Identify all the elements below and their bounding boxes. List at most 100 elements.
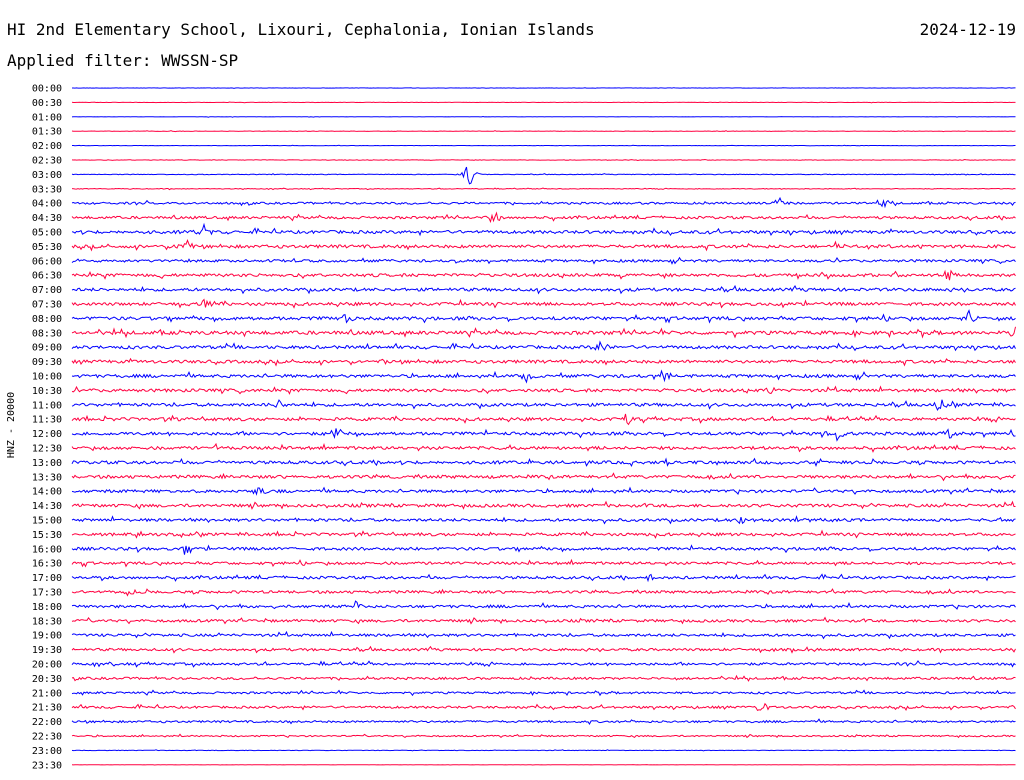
tick-label: 01:30 xyxy=(32,127,62,138)
tick-label: 19:30 xyxy=(32,645,62,656)
tick-label: 08:00 xyxy=(32,314,62,325)
trace-lines xyxy=(71,87,1016,766)
trace-line xyxy=(71,749,1016,752)
trace-line xyxy=(71,558,1016,568)
trace-line xyxy=(71,630,1016,640)
trace-line xyxy=(71,588,1016,597)
tick-label: 05:00 xyxy=(32,228,62,239)
tick-label: 21:00 xyxy=(32,688,62,699)
trace-line xyxy=(71,660,1016,668)
tick-label: 13:00 xyxy=(32,458,62,469)
trace-line xyxy=(71,158,1016,162)
tick-label: 19:00 xyxy=(32,631,62,642)
trace-line xyxy=(71,211,1016,224)
trace-line xyxy=(71,674,1016,682)
tick-label: 03:30 xyxy=(32,184,62,195)
y-axis-label: HNZ - 20000 xyxy=(6,392,17,458)
trace-line xyxy=(71,600,1016,611)
tick-label: 23:00 xyxy=(32,746,62,757)
tick-label: 03:00 xyxy=(32,170,62,181)
trace-line xyxy=(71,573,1016,583)
trace-line xyxy=(71,689,1016,697)
trace-line xyxy=(71,733,1016,739)
tick-label: 01:00 xyxy=(32,112,62,123)
trace-line xyxy=(71,645,1016,654)
tick-label: 16:00 xyxy=(32,544,62,555)
tick-label: 20:30 xyxy=(32,674,62,685)
trace-line xyxy=(71,309,1016,324)
trace-line xyxy=(71,284,1016,295)
trace-line xyxy=(71,442,1016,453)
trace-line xyxy=(72,144,1016,147)
tick-label: 10:00 xyxy=(32,372,62,383)
trace-line xyxy=(71,340,1016,352)
tick-label: 04:30 xyxy=(32,213,62,224)
trace-line xyxy=(71,544,1016,555)
tick-label: 18:30 xyxy=(32,616,62,627)
trace-line xyxy=(71,500,1016,510)
tick-label: 00:30 xyxy=(32,98,62,109)
tick-label: 20:00 xyxy=(32,660,62,671)
trace-line xyxy=(71,369,1016,384)
tick-label: 04:00 xyxy=(32,199,62,210)
trace-line xyxy=(71,399,1016,411)
trace-line xyxy=(71,326,1016,339)
trace-line xyxy=(71,239,1016,252)
trace-line xyxy=(71,472,1016,482)
page-title: HI 2nd Elementary School, Lixouri, Cepha… xyxy=(7,20,595,39)
tick-label: 09:30 xyxy=(32,357,62,368)
tick-label: 18:00 xyxy=(32,602,62,613)
trace-line xyxy=(71,196,1016,209)
tick-label: 00:00 xyxy=(32,84,62,95)
trace-line xyxy=(71,413,1016,426)
filter-label: Applied filter: WWSSN-SP xyxy=(7,51,239,70)
trace-line xyxy=(71,616,1016,625)
tick-label: 16:30 xyxy=(32,559,62,570)
trace-line xyxy=(71,187,1016,191)
tick-label: 11:00 xyxy=(32,400,62,411)
tick-label: 11:30 xyxy=(32,415,62,426)
trace-line xyxy=(71,298,1016,309)
trace-line xyxy=(72,87,1016,89)
tick-label: 09:00 xyxy=(32,343,62,354)
tick-label: 06:00 xyxy=(32,256,62,267)
trace-line xyxy=(71,702,1016,712)
trace-line xyxy=(71,428,1016,442)
tick-label: 10:30 xyxy=(32,386,62,397)
tick-label: 17:00 xyxy=(32,573,62,584)
time-tick-labels: 00:00 00:30 01:00 01:30 02:00 02:30 03:00 03:30… xyxy=(32,84,62,772)
trace-line xyxy=(71,529,1016,539)
trace-line xyxy=(71,115,1016,118)
trace-line xyxy=(71,357,1016,367)
trace-line xyxy=(71,457,1016,468)
trace-line xyxy=(71,256,1016,265)
tick-label: 02:00 xyxy=(32,141,62,152)
trace-line xyxy=(71,515,1016,525)
tick-label: 15:30 xyxy=(32,530,62,541)
trace-line xyxy=(71,130,1016,133)
tick-label: 07:30 xyxy=(32,300,62,311)
tick-label: 15:00 xyxy=(32,516,62,527)
tick-label: 14:30 xyxy=(32,501,62,512)
tick-label: 12:30 xyxy=(32,444,62,455)
tick-label: 13:30 xyxy=(32,472,62,483)
date-label: 2024-12-19 xyxy=(919,20,1016,39)
trace-line xyxy=(71,101,1016,104)
trace-line xyxy=(71,222,1016,237)
tick-label: 05:30 xyxy=(32,242,62,253)
tick-label: 14:00 xyxy=(32,487,62,498)
tick-label: 23:30 xyxy=(32,760,62,771)
tick-label: 07:00 xyxy=(32,285,62,296)
tick-label: 22:30 xyxy=(32,732,62,743)
tick-label: 22:00 xyxy=(32,717,62,728)
trace-line xyxy=(71,486,1016,496)
tick-label: 08:30 xyxy=(32,328,62,339)
trace-line xyxy=(71,718,1016,725)
tick-label: 17:30 xyxy=(32,588,62,599)
tick-label: 12:00 xyxy=(32,429,62,440)
tick-label: 06:30 xyxy=(32,271,62,282)
trace-line xyxy=(71,269,1016,281)
tick-label: 21:30 xyxy=(32,703,62,714)
trace-line xyxy=(71,166,1016,185)
